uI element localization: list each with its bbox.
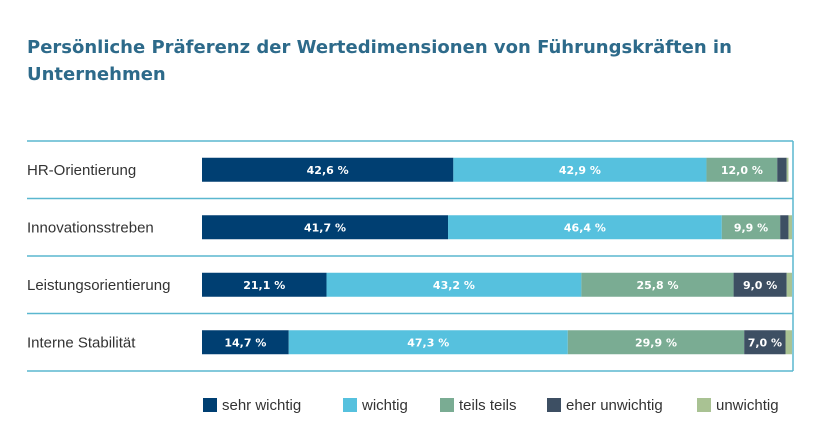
legend-item-unwichtig: unwichtig (697, 397, 779, 414)
data-label: 42,9 % (559, 164, 601, 177)
data-label: 21,1 % (243, 279, 285, 292)
legend-item-teils-teils: teils teils (440, 397, 517, 414)
legend-label: wichtig (361, 397, 408, 414)
data-label: 9,9 % (734, 221, 768, 234)
legend-item-sehr-wichtig: sehr wichtig (203, 397, 301, 414)
bar-segment-teils-teils (721, 215, 781, 240)
data-label: 25,8 % (636, 279, 678, 292)
category-label: Leistungsorientierung (27, 277, 170, 294)
data-label: 9,0 % (743, 279, 777, 292)
bar-row-hr-orientierung: HR-Orientierung 42,6 % 42,9 % 12,0 % (27, 157, 789, 182)
chart-legend: sehr wichtig wichtig teils teils eher unwic… (203, 397, 779, 414)
legend-label: sehr wichtig (222, 397, 301, 414)
category-label: HR-Orientierung (27, 162, 136, 179)
legend-label: unwichtig (716, 397, 779, 414)
legend-swatch (440, 398, 454, 412)
data-label: 43,2 % (433, 279, 475, 292)
legend-swatch (203, 398, 217, 412)
data-label: 14,7 % (224, 336, 266, 349)
legend-swatch (343, 398, 357, 412)
bar-segment-wichtig (326, 272, 582, 297)
bar-segment-wichtig (448, 215, 722, 240)
category-label: Interne Stabilität (27, 334, 136, 351)
bar-segment-eher-unwichtig (744, 330, 786, 355)
chart-rows: HR-Orientierung 42,6 % 42,9 % 12,0 % Innovat… (27, 157, 792, 355)
bar-segment-unwichtig (788, 215, 792, 240)
bar-segment-wichtig (288, 330, 568, 355)
chart-frame (27, 140, 794, 372)
data-label: 42,6 % (307, 164, 349, 177)
legend-item-eher-unwichtig: eher unwichtig (547, 397, 663, 414)
data-label: 46,4 % (564, 221, 606, 234)
legend-swatch (547, 398, 561, 412)
data-label: 47,3 % (407, 336, 449, 349)
data-label: 7,0 % (748, 336, 782, 349)
bar-segment-unwichtig (786, 157, 789, 182)
bar-segment-sehr-wichtig (202, 272, 327, 297)
bar-segment-wichtig (453, 157, 707, 182)
bar-segment-unwichtig (786, 272, 792, 297)
data-label: 12,0 % (721, 164, 763, 177)
bar-segment-eher-unwichtig (733, 272, 787, 297)
legend-item-wichtig: wichtig (343, 397, 408, 414)
bar-segment-teils-teils (581, 272, 734, 297)
bar-row-innovationsstreben: Innovationsstreben 41,7 % 46,4 % 9,9 % (27, 215, 792, 240)
chart-title: Persönliche Präferenz der Wertedimension… (27, 37, 732, 85)
bar-segment-sehr-wichtig (202, 157, 454, 182)
bar-segment-unwichtig (785, 330, 792, 355)
legend-swatch (697, 398, 711, 412)
category-label: Innovationsstreben (27, 219, 154, 236)
bar-segment-sehr-wichtig (202, 215, 449, 240)
bar-segment-sehr-wichtig (202, 330, 289, 355)
bar-row-interne-stabilit-t: Interne Stabilität 14,7 % 47,3 % 29,9 % 7,0 … (27, 330, 792, 355)
legend-label: eher unwichtig (566, 397, 663, 414)
legend-label: teils teils (459, 397, 517, 414)
bar-segment-teils-teils (567, 330, 745, 355)
data-label: 41,7 % (304, 221, 346, 234)
bar-row-leistungsorientierung: Leistungsorientierung 21,1 % 43,2 % 25,8 % 9… (27, 272, 792, 297)
data-label: 29,9 % (635, 336, 677, 349)
bar-segment-eher-unwichtig (777, 157, 787, 182)
bar-segment-eher-unwichtig (780, 215, 789, 240)
bar-segment-teils-teils (706, 157, 778, 182)
